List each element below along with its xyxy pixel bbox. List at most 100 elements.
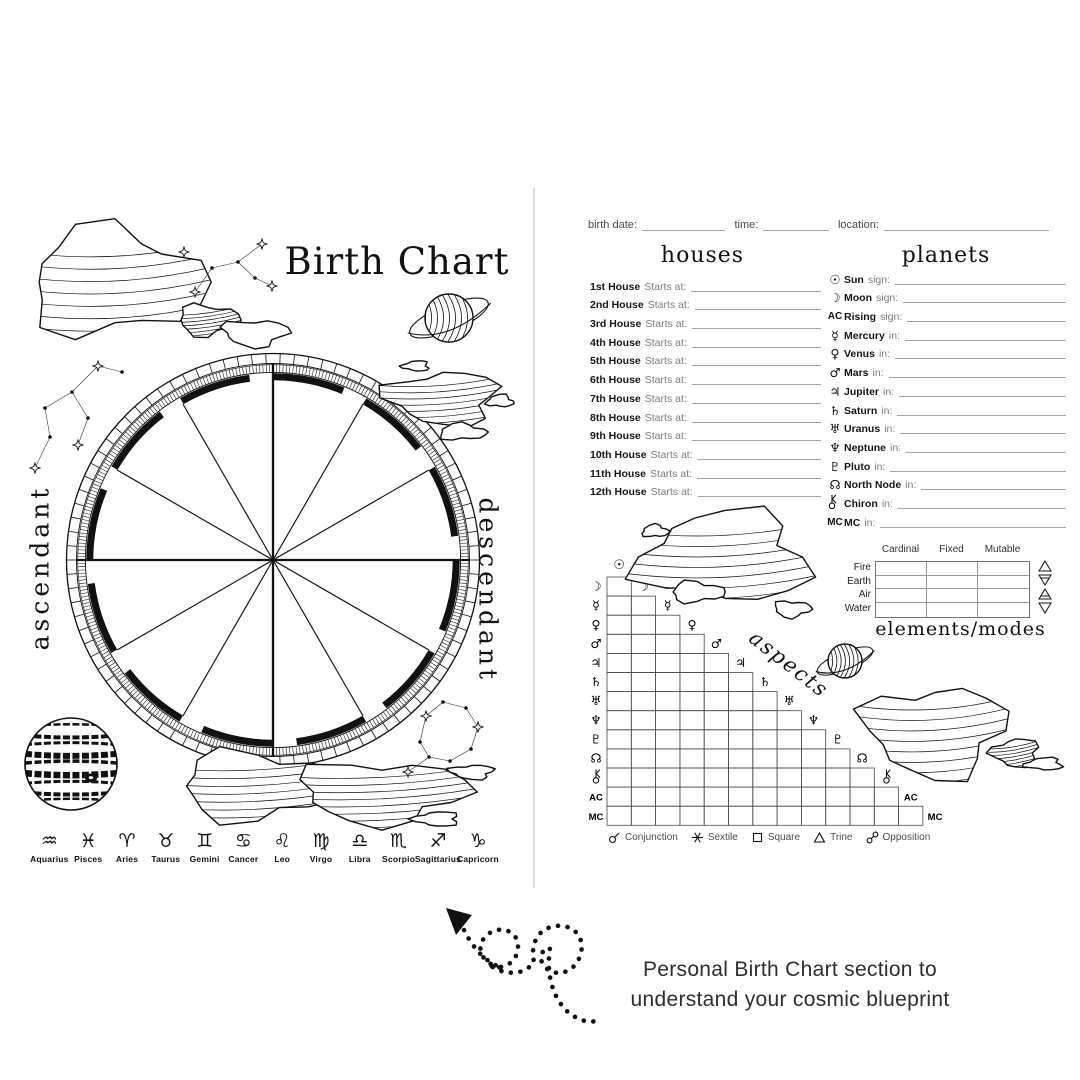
zodiac-item-aquarius: ♒ Aquarius — [30, 830, 69, 864]
page-divider — [533, 188, 535, 888]
planet-row: ☽ Moon sign: — [826, 286, 1066, 306]
fire-triangle-icon — [1038, 560, 1052, 572]
write-in-line — [888, 365, 1066, 379]
planets-list: ☉ Sun sign: ☽ Moon sign: AC Rising sign: ☿ Mercury… — [826, 267, 1066, 529]
mars-icon: ♂ — [711, 636, 722, 651]
jupiter-icon: ♃ — [829, 383, 841, 399]
saturn-icon: ♄ — [759, 674, 770, 689]
element-symbols — [1038, 560, 1052, 616]
zodiac-item-leo: ♌ Leo — [273, 830, 291, 864]
write-in-line — [895, 272, 1066, 285]
houses-section-title: houses — [660, 243, 745, 268]
write-in-line — [906, 440, 1066, 453]
house-row: 6th House Starts at: — [590, 367, 821, 386]
chiron-icon — [828, 494, 837, 509]
legend-item-sextile: Sextile — [691, 831, 738, 844]
elements-modes-table — [875, 561, 1030, 618]
zodiac-legend: ♒ Aquarius ♓ Pisces ♈ Aries ♉ Taurus ♊ Gemini ♋ Can… — [30, 830, 499, 864]
moon-icon: ☽ — [829, 290, 841, 306]
virgo-icon: ♍ — [312, 830, 330, 852]
ascendant-label: ascendant — [25, 484, 55, 651]
planet-row: ♅ Uranus in: — [826, 417, 1066, 435]
midheaven-label: MC — [589, 812, 604, 823]
aquarius-icon: ♒ — [40, 830, 58, 852]
cloud-illustration — [641, 522, 671, 538]
write-in-line — [691, 391, 821, 404]
libra-icon: ♎ — [351, 830, 369, 852]
write-in-line — [691, 279, 821, 292]
mercury-icon: ☿ — [664, 598, 672, 613]
write-in-line — [899, 384, 1066, 397]
square-icon — [752, 832, 762, 843]
element-row-earth: Earth — [847, 575, 871, 587]
planet-row: ♇ Pluto in: — [826, 454, 1066, 473]
planet-row: ☊ North Node in: — [826, 473, 1066, 491]
planet-row: ♄ Saturn in: — [826, 398, 1066, 417]
house-row: 9th House Starts at: — [590, 424, 821, 442]
element-row-water: Water — [844, 603, 871, 615]
chiron-icon — [592, 769, 601, 784]
mercury-icon: ☿ — [592, 598, 600, 613]
elements-modes-rows: Fire Earth Air Water — [808, 561, 871, 616]
venus-icon: ♀ — [591, 617, 600, 632]
cloud-illustration — [1022, 756, 1065, 771]
venus-icon: ♀ — [687, 617, 696, 632]
planet-row: ♂ Mars in: — [826, 360, 1066, 379]
moon-icon: ☽ — [590, 579, 601, 594]
write-in-line — [904, 328, 1066, 341]
write-in-line — [691, 353, 821, 367]
neptune-icon: ♆ — [590, 712, 601, 727]
write-in-line — [907, 309, 1066, 323]
field-label-2: location: — [837, 219, 879, 231]
write-in-line — [691, 410, 821, 423]
zodiac-item-taurus: ♉ Taurus — [151, 830, 181, 864]
zodiac-item-cancer: ♋ Cancer — [228, 830, 259, 864]
zodiac-item-capricorn: ♑ Capricorn — [457, 830, 499, 864]
gemini-icon: ♊ — [196, 830, 214, 852]
uranus-icon: ♅ — [784, 693, 795, 708]
pisces-icon: ♓ — [79, 830, 97, 852]
midheaven-label: MC — [827, 516, 843, 528]
chiron-icon — [826, 494, 844, 510]
write-in-line — [880, 515, 1066, 528]
zodiac-item-virgo: ♍ Virgo — [309, 830, 333, 864]
aries-icon: ♈ — [118, 830, 136, 852]
planet-row: ☿ Mercury in: — [826, 323, 1066, 342]
planet-row: ♀ Venus in: — [826, 342, 1066, 360]
house-row: 3rd House Starts at: — [590, 311, 821, 330]
pluto-icon: ♇ — [829, 458, 841, 474]
zodiac-item-pisces: ♓ Pisces — [74, 830, 103, 864]
neptune-icon: ♆ — [829, 439, 841, 455]
ascendant-label: AC — [827, 311, 843, 323]
pluto-icon: ♇ — [590, 731, 601, 746]
write-in-line — [691, 428, 821, 442]
house-row: 8th House Starts at: — [590, 405, 821, 424]
element-row-air: Air — [858, 589, 871, 601]
north-node-icon: ☊ — [590, 750, 601, 765]
pluto-icon: ♇ — [832, 731, 843, 746]
write-in-line — [697, 447, 821, 460]
mode-column-fixed: Fixed — [939, 544, 964, 555]
taurus-icon: ♉ — [157, 830, 175, 852]
write-in-line — [641, 217, 726, 231]
conjunction-icon — [608, 832, 620, 844]
neptune-icon: ♆ — [808, 712, 819, 727]
sagittarius-icon: ♐ — [429, 830, 447, 852]
write-in-line — [921, 477, 1066, 491]
write-in-line — [697, 484, 821, 498]
write-in-line — [763, 217, 829, 231]
planet-row: AC Rising sign: — [826, 304, 1066, 323]
elements-modes-title: elements/modes — [875, 618, 1046, 640]
sun-icon: ☉ — [613, 558, 625, 573]
planet-row: Chiron in: — [826, 491, 1066, 510]
legend-item-square: Square — [751, 831, 800, 844]
write-in-line — [883, 217, 1049, 231]
saturn-icon: ♄ — [590, 674, 601, 689]
birth-info-fields: birth date: time: location: — [588, 217, 1058, 231]
zodiac-wheel — [65, 352, 481, 768]
write-in-line — [897, 496, 1066, 509]
field-label-1: time: — [734, 219, 759, 231]
saturn-icon: ♄ — [829, 402, 841, 418]
page-title: Birth Chart — [284, 240, 510, 283]
